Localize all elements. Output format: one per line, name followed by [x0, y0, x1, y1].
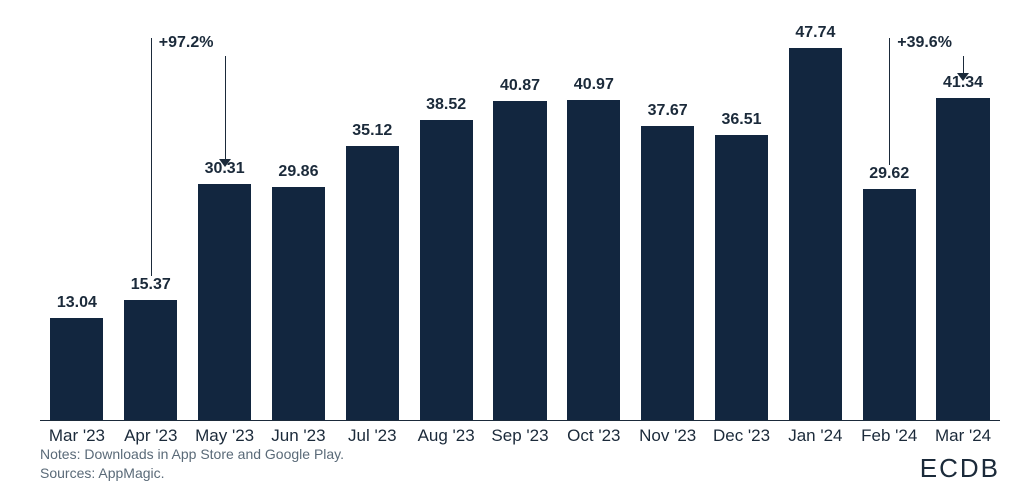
x-axis-baseline: [40, 420, 1000, 421]
bar: [50, 318, 103, 420]
bar-rect: [715, 135, 768, 420]
growth-annotation: +39.6%: [897, 34, 952, 52]
bar-value-label: 35.12: [346, 122, 399, 140]
bar-rect: [198, 184, 251, 420]
x-axis-label: Nov '23: [631, 426, 705, 446]
bar-value-label: 47.74: [789, 24, 842, 42]
bar-rect: [936, 98, 989, 420]
x-axis-label: Jul '23: [335, 426, 409, 446]
plot-area: 13.0415.3730.3129.8635.1238.5240.8740.97…: [40, 30, 1000, 420]
bar: [863, 189, 916, 420]
x-axis-label: Aug '23: [409, 426, 483, 446]
x-axis-label: Jan '24: [778, 426, 852, 446]
bar: [567, 100, 620, 420]
bar-value-label: 37.67: [641, 102, 694, 120]
annotation-arrow-head: [219, 159, 231, 167]
bar-rect: [272, 187, 325, 420]
bar: [936, 98, 989, 420]
bar-rect: [789, 48, 842, 420]
bar: [789, 48, 842, 420]
bar-rect: [567, 100, 620, 420]
x-axis-label: Mar '23: [40, 426, 114, 446]
bar-rect: [641, 126, 694, 420]
annotation-arrow-shaft: [963, 56, 964, 74]
x-axis-label: Apr '23: [114, 426, 188, 446]
x-axis-label: Mar '24: [926, 426, 1000, 446]
x-axis-label: Sep '23: [483, 426, 557, 446]
bar-value-label: 29.86: [272, 163, 325, 181]
bar: [346, 146, 399, 420]
bar-value-label: 40.97: [567, 76, 620, 94]
bar-rect: [124, 300, 177, 420]
bar-value-label: 40.87: [493, 77, 546, 95]
bar-rect: [863, 189, 916, 420]
bar-value-label: 29.62: [863, 165, 916, 183]
x-axis-label: Oct '23: [557, 426, 631, 446]
bar: [198, 184, 251, 420]
bar: [715, 135, 768, 420]
x-axis-label: Feb '24: [852, 426, 926, 446]
bar-rect: [50, 318, 103, 420]
bar: [641, 126, 694, 420]
bar: [420, 120, 473, 420]
chart-footer: Notes: Downloads in App Store and Google…: [40, 445, 344, 484]
annotation-arrow-head: [957, 73, 969, 81]
footer-sources: Sources: AppMagic.: [40, 464, 344, 484]
bar-value-label: 13.04: [50, 294, 103, 312]
footer-notes: Notes: Downloads in App Store and Google…: [40, 445, 344, 465]
bar: [272, 187, 325, 420]
ecdb-logo: ECDB: [920, 453, 1000, 484]
bar-value-label: 38.52: [420, 96, 473, 114]
bar-rect: [420, 120, 473, 420]
growth-annotation: +97.2%: [159, 34, 214, 52]
bar-value-label: 36.51: [715, 111, 768, 129]
bar: [124, 300, 177, 420]
bar-rect: [493, 101, 546, 420]
x-axis-label: Jun '23: [262, 426, 336, 446]
annotation-arrow-shaft: [225, 56, 226, 160]
bar-rect: [346, 146, 399, 420]
annotation-line: [151, 38, 152, 276]
chart-container: 13.0415.3730.3129.8635.1238.5240.8740.97…: [0, 0, 1020, 502]
x-axis-label: May '23: [188, 426, 262, 446]
bar-value-label: 15.37: [124, 276, 177, 294]
annotation-line: [889, 38, 890, 165]
bar: [493, 101, 546, 420]
x-axis-label: Dec '23: [705, 426, 779, 446]
